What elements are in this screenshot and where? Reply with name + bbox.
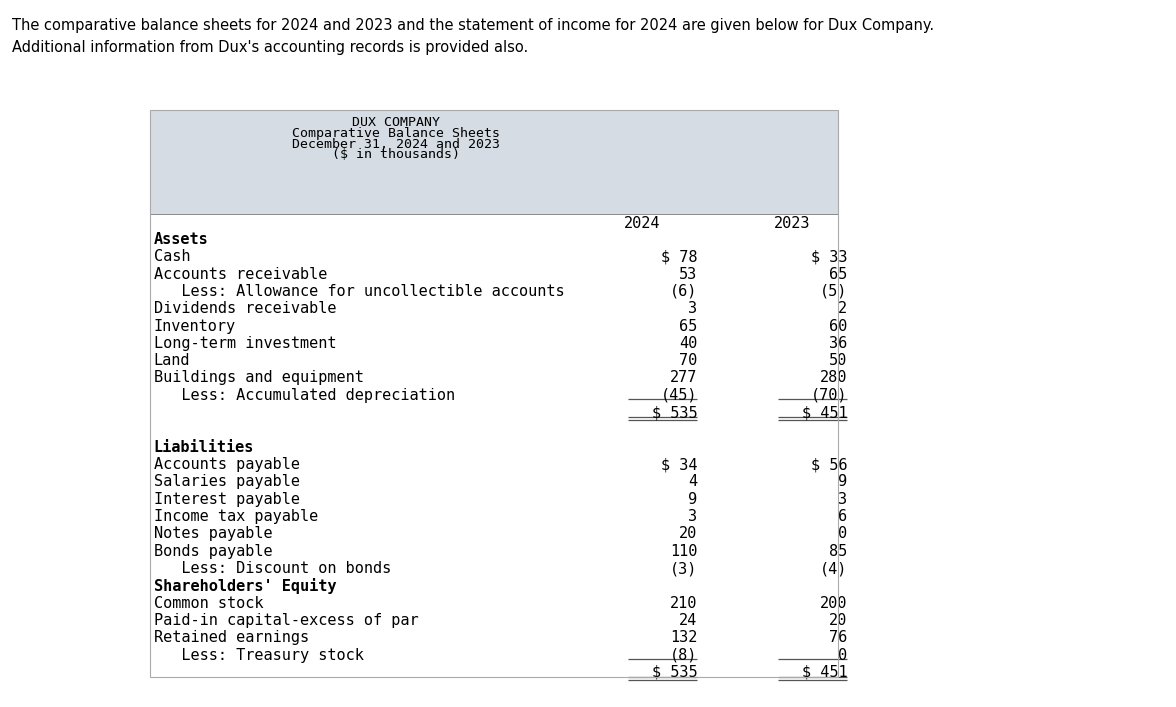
- Text: 2: 2: [838, 301, 848, 316]
- Text: 50: 50: [829, 353, 848, 368]
- Text: Comparative Balance Sheets: Comparative Balance Sheets: [292, 127, 500, 140]
- Text: $ 56: $ 56: [811, 457, 848, 472]
- Text: 85: 85: [829, 544, 848, 559]
- Text: Common stock: Common stock: [154, 595, 263, 611]
- Text: Land: Land: [154, 353, 191, 368]
- Text: Cash: Cash: [154, 249, 191, 264]
- Text: (45): (45): [661, 387, 697, 403]
- Text: 65: 65: [679, 318, 697, 334]
- Text: 20: 20: [679, 526, 697, 542]
- Text: Bonds payable: Bonds payable: [154, 544, 273, 559]
- Text: Notes payable: Notes payable: [154, 526, 273, 542]
- Text: Inventory: Inventory: [154, 318, 236, 334]
- Text: DUX COMPANY: DUX COMPANY: [352, 116, 440, 129]
- Text: December 31, 2024 and 2023: December 31, 2024 and 2023: [292, 138, 500, 151]
- Text: 3: 3: [688, 301, 697, 316]
- Text: Interest payable: Interest payable: [154, 492, 300, 507]
- Text: $ 78: $ 78: [661, 249, 697, 264]
- Text: $ 33: $ 33: [811, 249, 848, 264]
- Text: Paid-in capital-excess of par: Paid-in capital-excess of par: [154, 613, 419, 628]
- Text: 36: 36: [829, 336, 848, 351]
- Text: 24: 24: [679, 613, 697, 628]
- Text: 20: 20: [829, 613, 848, 628]
- Text: (8): (8): [670, 648, 697, 662]
- Text: Retained earnings: Retained earnings: [154, 631, 309, 645]
- Text: (5): (5): [820, 284, 848, 299]
- Text: 4: 4: [688, 474, 697, 489]
- Text: 2024: 2024: [623, 216, 660, 230]
- Text: 3: 3: [688, 509, 697, 524]
- Text: Buildings and equipment: Buildings and equipment: [154, 370, 363, 385]
- Text: 132: 132: [670, 631, 697, 645]
- Text: $ 34: $ 34: [661, 457, 697, 472]
- Text: Dividends receivable: Dividends receivable: [154, 301, 336, 316]
- Text: Income tax payable: Income tax payable: [154, 509, 318, 524]
- Text: Less: Allowance for uncollectible accounts: Less: Allowance for uncollectible accoun…: [154, 284, 564, 299]
- Text: 70: 70: [679, 353, 697, 368]
- Text: 280: 280: [820, 370, 848, 385]
- Text: 0: 0: [838, 526, 848, 542]
- Text: (3): (3): [670, 561, 697, 576]
- Text: 110: 110: [670, 544, 697, 559]
- Text: 60: 60: [829, 318, 848, 334]
- Text: Shareholders' Equity: Shareholders' Equity: [154, 578, 336, 595]
- Text: 0: 0: [838, 648, 848, 662]
- Text: Less: Discount on bonds: Less: Discount on bonds: [154, 561, 390, 576]
- Text: ($ in thousands): ($ in thousands): [332, 148, 460, 161]
- Text: 277: 277: [670, 370, 697, 385]
- Text: 53: 53: [679, 267, 697, 281]
- Text: 210: 210: [670, 595, 697, 611]
- Text: Salaries payable: Salaries payable: [154, 474, 300, 489]
- Text: 3: 3: [838, 492, 848, 507]
- Text: 9: 9: [838, 474, 848, 489]
- Text: Assets: Assets: [154, 232, 208, 247]
- Text: Long-term investment: Long-term investment: [154, 336, 336, 351]
- Text: 76: 76: [829, 631, 848, 645]
- Text: Accounts payable: Accounts payable: [154, 457, 300, 472]
- Text: Accounts receivable: Accounts receivable: [154, 267, 327, 281]
- Text: $ 535: $ 535: [652, 665, 697, 680]
- Text: $ 535: $ 535: [652, 405, 697, 420]
- Text: 2023: 2023: [774, 216, 810, 230]
- Text: 6: 6: [838, 509, 848, 524]
- Text: Less: Accumulated depreciation: Less: Accumulated depreciation: [154, 387, 455, 403]
- Text: 200: 200: [820, 595, 848, 611]
- Text: $ 451: $ 451: [802, 665, 848, 680]
- Text: 9: 9: [688, 492, 697, 507]
- Text: Less: Treasury stock: Less: Treasury stock: [154, 648, 363, 662]
- Text: (6): (6): [670, 284, 697, 299]
- Text: 40: 40: [679, 336, 697, 351]
- Text: $ 451: $ 451: [802, 405, 848, 420]
- Text: The comparative balance sheets for 2024 and 2023 and the statement of income for: The comparative balance sheets for 2024 …: [12, 18, 934, 55]
- FancyBboxPatch shape: [151, 110, 838, 214]
- Text: 65: 65: [829, 267, 848, 281]
- Text: (4): (4): [820, 561, 848, 576]
- Text: Liabilities: Liabilities: [154, 440, 254, 455]
- Text: (70): (70): [811, 387, 848, 403]
